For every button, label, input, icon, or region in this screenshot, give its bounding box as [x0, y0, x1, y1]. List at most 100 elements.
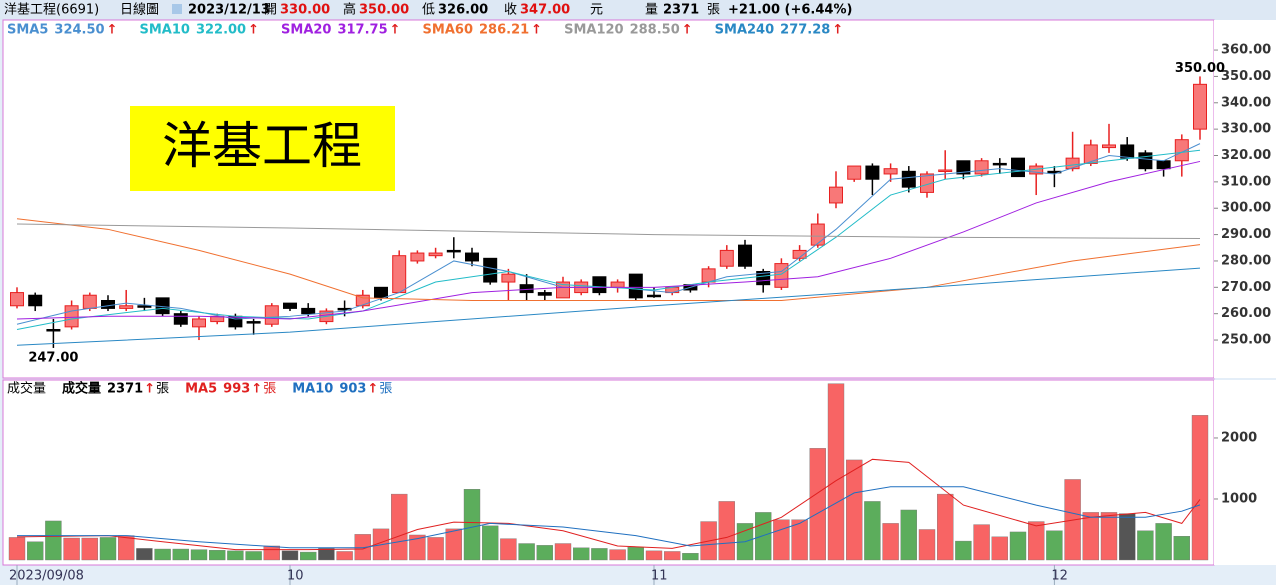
volume-bar: [827, 383, 845, 561]
candle-body: [1102, 144, 1116, 149]
candle-body: [82, 294, 97, 309]
legend-unit: 張: [156, 382, 169, 397]
volume-bar: [136, 548, 153, 561]
volume-bar: [227, 550, 244, 561]
legend-value: 286.21: [479, 23, 529, 38]
candle-body: [1083, 144, 1098, 164]
x-tick-label: 12: [1051, 569, 1068, 584]
volume-bar: [664, 551, 681, 561]
volume-bar: [591, 548, 608, 561]
candle-body: [920, 173, 934, 193]
candle-body: [829, 186, 843, 204]
volume-bar: [773, 519, 790, 561]
legend-value: 317.75: [337, 23, 387, 38]
candle-body: [610, 281, 625, 288]
volume-bar: [918, 529, 936, 561]
volume-bar: [536, 545, 553, 561]
title-box: [130, 106, 395, 191]
candle-body: [1156, 160, 1171, 170]
volume-bar: [99, 537, 117, 561]
candle-body: [992, 162, 1007, 166]
volume-axis-bg: [1214, 380, 1276, 565]
volume-label: 量: [645, 3, 658, 18]
volume-bar: [27, 541, 44, 561]
volume-bar: [154, 548, 171, 561]
volume-bar: [937, 493, 954, 561]
candle-body: [410, 252, 425, 262]
candle-body: [592, 276, 607, 294]
y-tick-label: 340.00: [1221, 95, 1271, 110]
price-annotation: 350.00: [1175, 61, 1225, 76]
volume-bar: [554, 543, 572, 561]
y-tick-label: 280.00: [1221, 253, 1271, 268]
open: 330.00: [280, 3, 330, 18]
candle-body: [865, 165, 880, 180]
dropdown-icon[interactable]: [172, 4, 182, 14]
candle-body: [1120, 144, 1135, 159]
volume-bar: [263, 545, 280, 561]
y-tick-label: 270.00: [1221, 280, 1271, 295]
volume-bar: [882, 523, 899, 561]
volume-bar: [318, 548, 335, 561]
y-tick-label: 1000: [1221, 491, 1257, 506]
price-annotation: 247.00: [28, 350, 78, 365]
header: 洋基工程(6691) 日線圖 2023/12/13 開 330.00 高 350…: [4, 2, 852, 18]
candle-body: [173, 313, 188, 325]
volume-bar: [846, 459, 863, 561]
volume-bar: [682, 553, 699, 561]
candle-body: [264, 305, 279, 325]
candle-body: [537, 292, 552, 296]
legend-trend: ↑: [832, 23, 843, 38]
candle-body: [1193, 83, 1207, 130]
volume-bar: [208, 550, 226, 561]
volume-bar: [117, 535, 135, 561]
candle-body: [883, 168, 898, 175]
legend-name: SMA20: [281, 23, 331, 38]
legend-trend: ↑: [107, 23, 118, 38]
volume-bar: [809, 448, 826, 561]
volume-bar: [973, 524, 990, 561]
legend-value: 277.28: [780, 23, 830, 38]
date: 2023/12/13: [188, 3, 270, 18]
candle-body: [938, 169, 953, 173]
volume-bar: [1137, 530, 1154, 561]
legend-trend: ↑: [390, 23, 401, 38]
volume-bar: [500, 538, 517, 561]
candle-body: [1065, 157, 1080, 170]
ma-line: [16, 267, 1201, 346]
volume-title: 成交量: [7, 381, 46, 397]
legend-trend: ↑: [144, 382, 155, 397]
volume: 2371: [663, 3, 699, 18]
volume-bar: [791, 519, 808, 561]
y-tick-label: 350.00: [1221, 69, 1271, 84]
ma-line: [16, 223, 1201, 240]
candle-body: [301, 307, 316, 315]
ma-line: [16, 160, 1201, 320]
legend-trend: ↑: [682, 23, 693, 38]
y-tick-label: 300.00: [1221, 201, 1271, 216]
volume-bar: [354, 534, 371, 561]
y-tick-label: 310.00: [1221, 174, 1271, 189]
volume-bar: [1191, 415, 1209, 561]
x-tick-label: 11: [651, 569, 668, 584]
candle-body: [392, 255, 407, 294]
volume-bar: [463, 489, 481, 561]
volume-bar: [482, 525, 499, 561]
legend-name: SMA5: [7, 23, 48, 38]
candle-body: [956, 160, 971, 175]
candle-body: [701, 268, 716, 283]
volume-bar: [755, 512, 772, 561]
candle-body: [847, 165, 862, 180]
volume-bar: [1009, 531, 1027, 561]
volume-bar: [609, 549, 626, 561]
y-tick-label: 320.00: [1221, 148, 1271, 163]
legend-trend: ↑: [367, 382, 378, 397]
legend-value: 903: [339, 382, 366, 397]
legend-value: 322.00: [196, 23, 246, 38]
candle-body: [465, 252, 479, 262]
candle-body: [119, 305, 134, 309]
legend-trend: ↑: [248, 23, 259, 38]
volume-bar: [300, 551, 317, 561]
volume-bar: [955, 540, 972, 561]
